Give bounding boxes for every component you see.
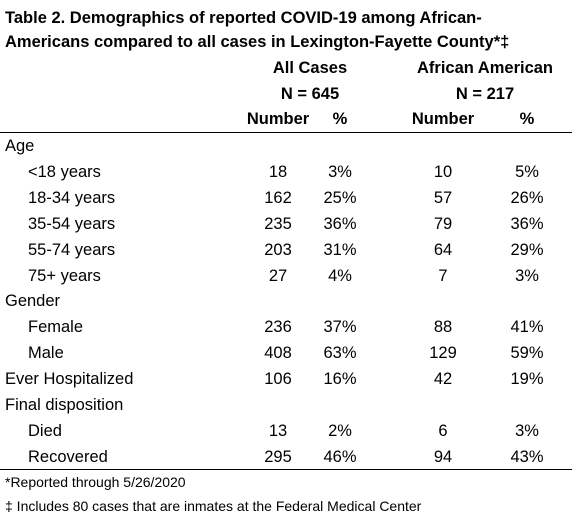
- aa-percent-cell: 3%: [515, 267, 539, 285]
- table-title: Table 2. Demographics of reported COVID-…: [5, 6, 565, 54]
- all-percent-cell: 4%: [328, 267, 352, 285]
- header-african-american-n: N = 217: [455, 85, 515, 103]
- row-label: Age: [5, 137, 35, 155]
- all-number-cell: 13: [268, 422, 288, 440]
- aa-number-cell: 79: [433, 215, 453, 233]
- aa-number-cell: 7: [438, 267, 448, 285]
- aa-percent-cell: 3%: [515, 422, 539, 440]
- all-number-cell: 106: [264, 370, 292, 388]
- aa-number-cell: 57: [433, 189, 453, 207]
- all-percent-cell: 2%: [328, 422, 352, 440]
- aa-percent-cell: 41%: [510, 318, 544, 336]
- aa-percent-cell: 43%: [510, 448, 544, 466]
- header-all-number: Number: [246, 110, 310, 128]
- aa-percent-cell: 36%: [510, 215, 544, 233]
- aa-number-cell: 42: [433, 370, 453, 388]
- aa-percent-cell: 5%: [515, 163, 539, 181]
- all-percent-cell: 36%: [323, 215, 357, 233]
- aa-number-cell: 129: [429, 344, 457, 362]
- all-number-cell: 162: [264, 189, 292, 207]
- all-number-cell: 235: [264, 215, 292, 233]
- aa-number-cell: 88: [433, 318, 453, 336]
- table-row: Died 13 2% 6 3%: [0, 418, 572, 444]
- row-label: 35-54 years: [28, 215, 116, 233]
- all-number-cell: 295: [264, 448, 292, 466]
- row-label: Recovered: [28, 448, 108, 466]
- table-row: 18-34 years 162 25% 57 26%: [0, 185, 572, 211]
- all-percent-cell: 31%: [323, 241, 357, 259]
- header-all-cases: All Cases: [272, 59, 348, 77]
- aa-percent-cell: 26%: [510, 189, 544, 207]
- all-number-cell: 18: [268, 163, 288, 181]
- all-percent-cell: 25%: [323, 189, 357, 207]
- all-percent-cell: 46%: [323, 448, 357, 466]
- aa-number-cell: 10: [433, 163, 453, 181]
- row-label: 18-34 years: [28, 189, 116, 207]
- table-row: Final disposition: [0, 392, 572, 418]
- table-row: 55-74 years 203 31% 64 29%: [0, 237, 572, 263]
- aa-number-cell: 64: [433, 241, 453, 259]
- row-label: Gender: [5, 292, 61, 310]
- header-aa-number: Number: [411, 110, 475, 128]
- row-label: Died: [28, 422, 62, 440]
- aa-percent-cell: 19%: [510, 370, 544, 388]
- aa-percent-cell: 29%: [510, 241, 544, 259]
- all-number-cell: 408: [264, 344, 292, 362]
- aa-percent-cell: 59%: [510, 344, 544, 362]
- table-row: Age: [0, 133, 572, 159]
- table-bottom-rule: [0, 469, 572, 470]
- header-all-cases-n: N = 645: [280, 85, 340, 103]
- header-african-american: African American: [416, 59, 554, 77]
- all-percent-cell: 37%: [323, 318, 357, 336]
- row-label: Male: [28, 344, 64, 362]
- table-title-line-2: Americans compared to all cases in Lexin…: [5, 33, 510, 51]
- row-label: <18 years: [28, 163, 101, 181]
- table-title-line-1: Table 2. Demographics of reported COVID-…: [5, 9, 482, 27]
- row-label: Final disposition: [5, 396, 124, 414]
- header-all-percent: %: [332, 110, 348, 128]
- all-number-cell: 203: [264, 241, 292, 259]
- header-aa-percent: %: [519, 110, 535, 128]
- all-percent-cell: 63%: [323, 344, 357, 362]
- all-number-cell: 27: [268, 267, 288, 285]
- row-label: Female: [28, 318, 84, 336]
- all-number-cell: 236: [264, 318, 292, 336]
- footnote-reported: *Reported through 5/26/2020: [5, 474, 186, 490]
- table-row: <18 years 18 3% 10 5%: [0, 159, 572, 185]
- aa-number-cell: 94: [433, 448, 453, 466]
- table-row: Recovered 295 46% 94 43%: [0, 444, 572, 470]
- all-percent-cell: 16%: [323, 370, 357, 388]
- table-row: 75+ years 27 4% 7 3%: [0, 263, 572, 289]
- table-row: Gender: [0, 288, 572, 314]
- row-label: Ever Hospitalized: [5, 370, 134, 388]
- aa-number-cell: 6: [438, 422, 448, 440]
- row-label: 55-74 years: [28, 241, 116, 259]
- table-row: Female 236 37% 88 41%: [0, 314, 572, 340]
- row-label: 75+ years: [28, 267, 101, 285]
- table-row: Male 408 63% 129 59%: [0, 340, 572, 366]
- header-divider: [0, 132, 572, 133]
- all-percent-cell: 3%: [328, 163, 352, 181]
- table-row: 35-54 years 235 36% 79 36%: [0, 211, 572, 237]
- table-row: Ever Hospitalized 106 16% 42 19%: [0, 366, 572, 392]
- footnote-inmates: ‡ Includes 80 cases that are inmates at …: [5, 498, 422, 514]
